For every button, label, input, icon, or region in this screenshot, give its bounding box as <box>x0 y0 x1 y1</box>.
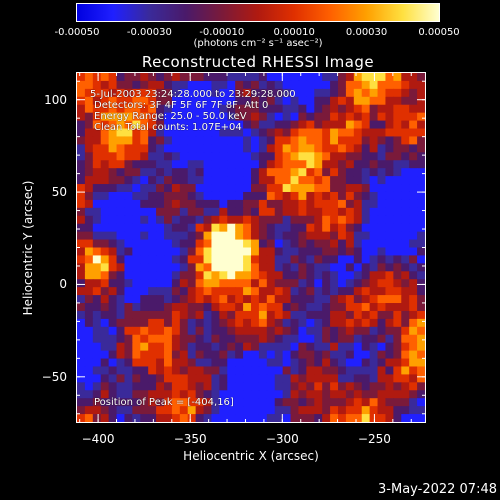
colorbar <box>76 3 440 22</box>
energy-range-annotation: Energy Range: 25.0 - 50.0 keV <box>94 111 247 122</box>
y-tick-label: 100 <box>44 92 67 107</box>
colorbar-tick-label: 0.00030 <box>345 27 388 38</box>
time-range-annotation: 5-Jul-2003 23:24:28.000 to 23:29:28.000 <box>90 89 296 100</box>
x-tick-label: −350 <box>173 432 207 446</box>
y-axis-label: Heliocentric Y (arcsec) <box>21 180 35 316</box>
chart-title: Reconstructed RHESSI Image <box>141 53 375 71</box>
peak-position-annotation: Position of Peak = [-404,16] <box>94 397 234 408</box>
colorbar-tick-label: -0.00010 <box>199 27 245 38</box>
y-tick-label: 0 <box>59 277 67 292</box>
colorbar-units: (photons cm⁻² s⁻¹ asec⁻²) <box>193 38 323 49</box>
x-tick-label: −300 <box>265 432 299 446</box>
detectors-annotation: Detectors: 3F 4F 5F 6F 7F 8F, Att 0 <box>94 100 269 111</box>
colorbar-tick-label: -0.00050 <box>54 27 100 38</box>
x-tick-label: −250 <box>357 432 391 446</box>
plot-timestamp: 3-May-2022 07:48 <box>378 482 497 497</box>
colorbar-tick-label: 0.00010 <box>273 27 315 38</box>
y-tick-label: 50 <box>51 185 67 200</box>
x-axis-label: Heliocentric X (arcsec) <box>183 449 319 463</box>
colorbar-gradient <box>77 4 439 21</box>
x-tick-label: −400 <box>81 432 115 446</box>
y-tick-label: −50 <box>41 369 67 384</box>
heatmap-image <box>77 73 425 422</box>
colorbar-tick-label: 0.00050 <box>418 27 460 38</box>
colorbar-tick-label: -0.00030 <box>126 27 172 38</box>
clean-counts-annotation: Clean Total counts: 1.07E+04 <box>94 122 242 133</box>
